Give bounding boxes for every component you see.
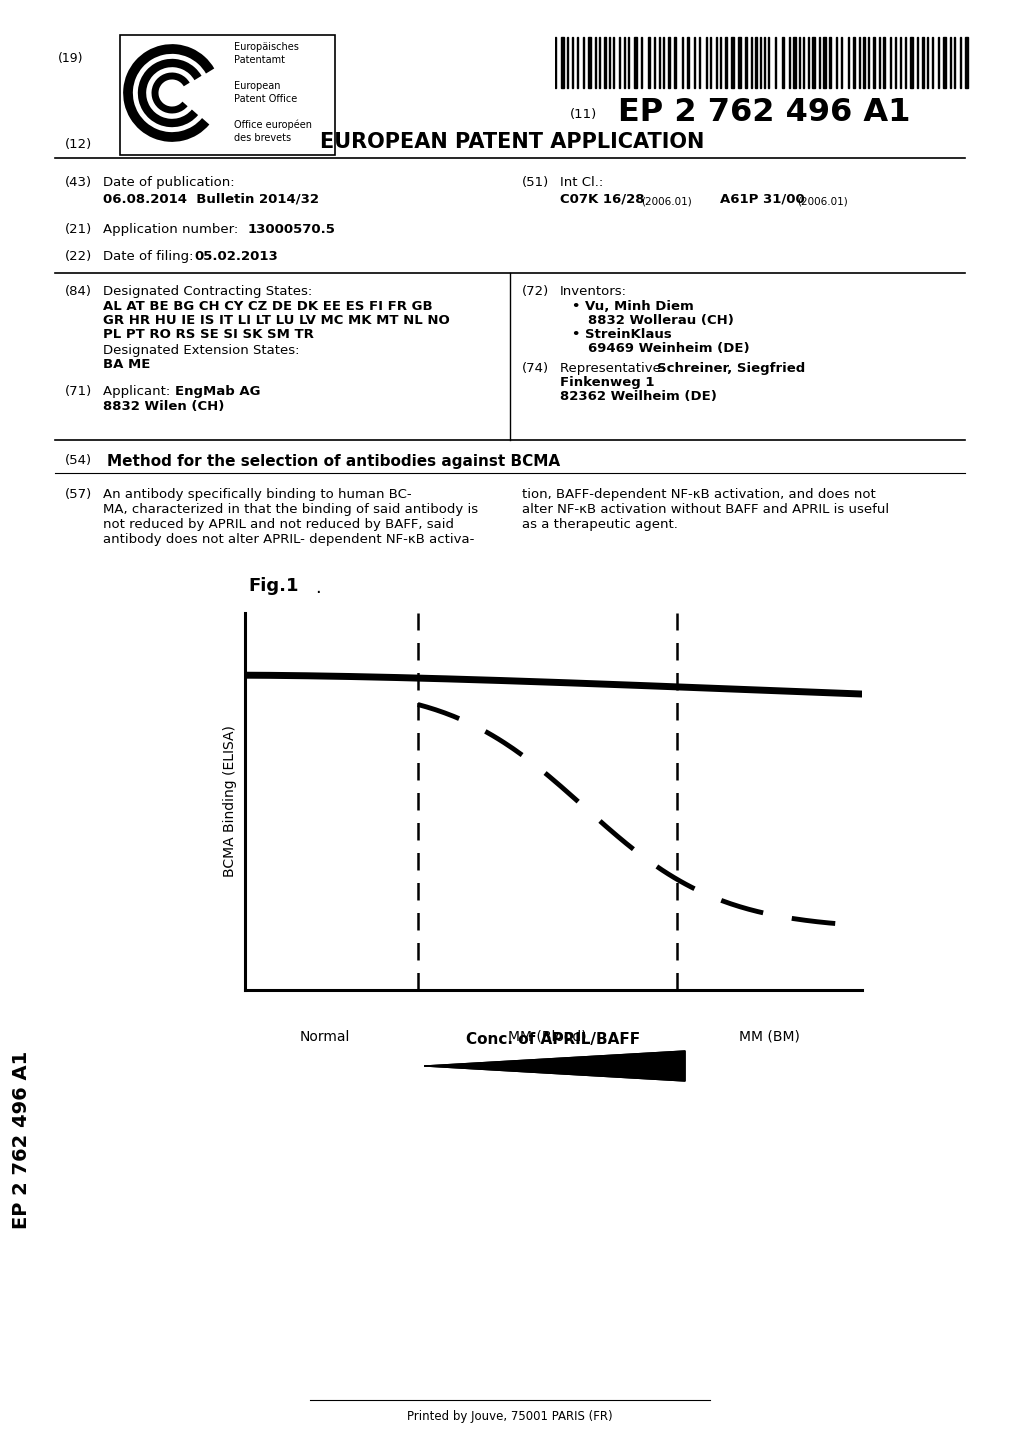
- Bar: [603, 37, 605, 88]
- Text: 69469 Weinheim (DE): 69469 Weinheim (DE): [587, 342, 749, 355]
- Text: (2006.01): (2006.01): [640, 198, 691, 208]
- Text: Europäisches: Europäisches: [233, 42, 299, 52]
- Text: European: European: [233, 81, 280, 91]
- Bar: [731, 37, 734, 88]
- Text: des brevets: des brevets: [233, 133, 290, 143]
- Text: 05.02.2013: 05.02.2013: [194, 249, 277, 262]
- Bar: [587, 37, 590, 88]
- Text: Designated Contracting States:: Designated Contracting States:: [103, 286, 312, 298]
- Bar: [882, 37, 884, 88]
- Text: Representative:: Representative:: [559, 362, 668, 375]
- Text: MM (BM): MM (BM): [739, 1030, 799, 1044]
- Text: GR HR HU IE IS IT LI LT LU LV MC MK MT NL NO: GR HR HU IE IS IT LI LT LU LV MC MK MT N…: [103, 314, 449, 327]
- Text: BA ME: BA ME: [103, 358, 150, 371]
- Bar: [862, 37, 864, 88]
- Bar: [560, 37, 564, 88]
- Bar: [725, 37, 727, 88]
- Text: (84): (84): [65, 286, 92, 298]
- Text: (72): (72): [522, 286, 548, 298]
- Text: Normal: Normal: [300, 1030, 351, 1044]
- Text: 8832 Wollerau (CH): 8832 Wollerau (CH): [587, 314, 733, 327]
- Text: (22): (22): [65, 249, 92, 262]
- Text: Fig.1: Fig.1: [248, 577, 299, 596]
- Bar: [667, 37, 669, 88]
- Text: (43): (43): [65, 176, 92, 189]
- Bar: [828, 37, 830, 88]
- Bar: [634, 37, 637, 88]
- Text: 06.08.2014  Bulletin 2014/32: 06.08.2014 Bulletin 2014/32: [103, 193, 319, 206]
- Bar: [120, 35, 334, 154]
- Text: 8832 Wilen (CH): 8832 Wilen (CH): [103, 399, 224, 412]
- Text: Printed by Jouve, 75001 PARIS (FR): Printed by Jouve, 75001 PARIS (FR): [407, 1410, 612, 1423]
- Text: Designated Extension States:: Designated Extension States:: [103, 345, 300, 358]
- Text: Date of publication:: Date of publication:: [103, 176, 234, 189]
- Polygon shape: [425, 1051, 685, 1082]
- Bar: [964, 37, 967, 88]
- Text: (54): (54): [65, 454, 92, 467]
- Bar: [744, 37, 746, 88]
- Text: (51): (51): [522, 176, 548, 189]
- Bar: [754, 37, 756, 88]
- Bar: [738, 37, 740, 88]
- Text: (21): (21): [65, 224, 92, 236]
- Text: (57): (57): [65, 487, 92, 500]
- Bar: [909, 37, 912, 88]
- Text: C07K 16/28: C07K 16/28: [559, 193, 644, 206]
- Bar: [872, 37, 874, 88]
- Text: EngMab AG: EngMab AG: [175, 385, 260, 398]
- Text: (2006.01): (2006.01): [796, 198, 847, 208]
- Text: Office européen: Office européen: [233, 120, 312, 130]
- Bar: [674, 37, 676, 88]
- Text: Inventors:: Inventors:: [559, 286, 627, 298]
- Text: MM (Blood): MM (Blood): [507, 1030, 586, 1044]
- Text: Schreiner, Siegfried: Schreiner, Siegfried: [656, 362, 804, 375]
- Text: EP 2 762 496 A1: EP 2 762 496 A1: [12, 1051, 32, 1229]
- Bar: [647, 37, 649, 88]
- Text: (12): (12): [65, 138, 92, 151]
- Text: Patent Office: Patent Office: [233, 94, 297, 104]
- Text: Applicant:: Applicant:: [103, 385, 174, 398]
- Text: Patentamt: Patentamt: [233, 55, 284, 65]
- Text: PL PT RO RS SE SI SK SM TR: PL PT RO RS SE SI SK SM TR: [103, 327, 314, 340]
- Text: A61P 31/00: A61P 31/00: [719, 193, 804, 206]
- Text: Finkenweg 1: Finkenweg 1: [559, 376, 654, 389]
- Text: Int Cl.:: Int Cl.:: [559, 176, 602, 189]
- Bar: [822, 37, 825, 88]
- Text: Application number:: Application number:: [103, 224, 243, 236]
- Text: Method for the selection of antibodies against BCMA: Method for the selection of antibodies a…: [107, 454, 559, 469]
- Text: EUROPEAN PATENT APPLICATION: EUROPEAN PATENT APPLICATION: [320, 133, 703, 151]
- Text: (71): (71): [65, 385, 92, 398]
- Text: (11): (11): [570, 108, 597, 121]
- Text: 13000570.5: 13000570.5: [248, 224, 335, 236]
- Bar: [687, 37, 688, 88]
- Bar: [811, 37, 814, 88]
- Text: tion, BAFF-dependent NF-κB activation, and does not
alter NF-κB activation witho: tion, BAFF-dependent NF-κB activation, a…: [522, 487, 889, 531]
- Bar: [921, 37, 923, 88]
- Text: AL AT BE BG CH CY CZ DE DK EE ES FI FR GB: AL AT BE BG CH CY CZ DE DK EE ES FI FR G…: [103, 300, 432, 313]
- Text: • StreinKlaus: • StreinKlaus: [572, 327, 672, 340]
- Text: EP 2 762 496 A1: EP 2 762 496 A1: [618, 97, 910, 128]
- Bar: [782, 37, 784, 88]
- Text: • Vu, Minh Diem: • Vu, Minh Diem: [572, 300, 693, 313]
- Bar: [852, 37, 854, 88]
- Text: Conc. of APRIL/BAFF: Conc. of APRIL/BAFF: [466, 1032, 640, 1047]
- Bar: [792, 37, 795, 88]
- Y-axis label: BCMA Binding (ELISA): BCMA Binding (ELISA): [222, 725, 236, 877]
- Text: .: .: [315, 580, 320, 597]
- Text: (74): (74): [522, 362, 548, 375]
- Text: An antibody specifically binding to human BC-
MA, characterized in that the bind: An antibody specifically binding to huma…: [103, 487, 478, 547]
- Text: Date of filing:: Date of filing:: [103, 249, 198, 262]
- Bar: [943, 37, 945, 88]
- Text: 82362 Weilheim (DE): 82362 Weilheim (DE): [559, 389, 716, 402]
- Text: (19): (19): [58, 52, 84, 65]
